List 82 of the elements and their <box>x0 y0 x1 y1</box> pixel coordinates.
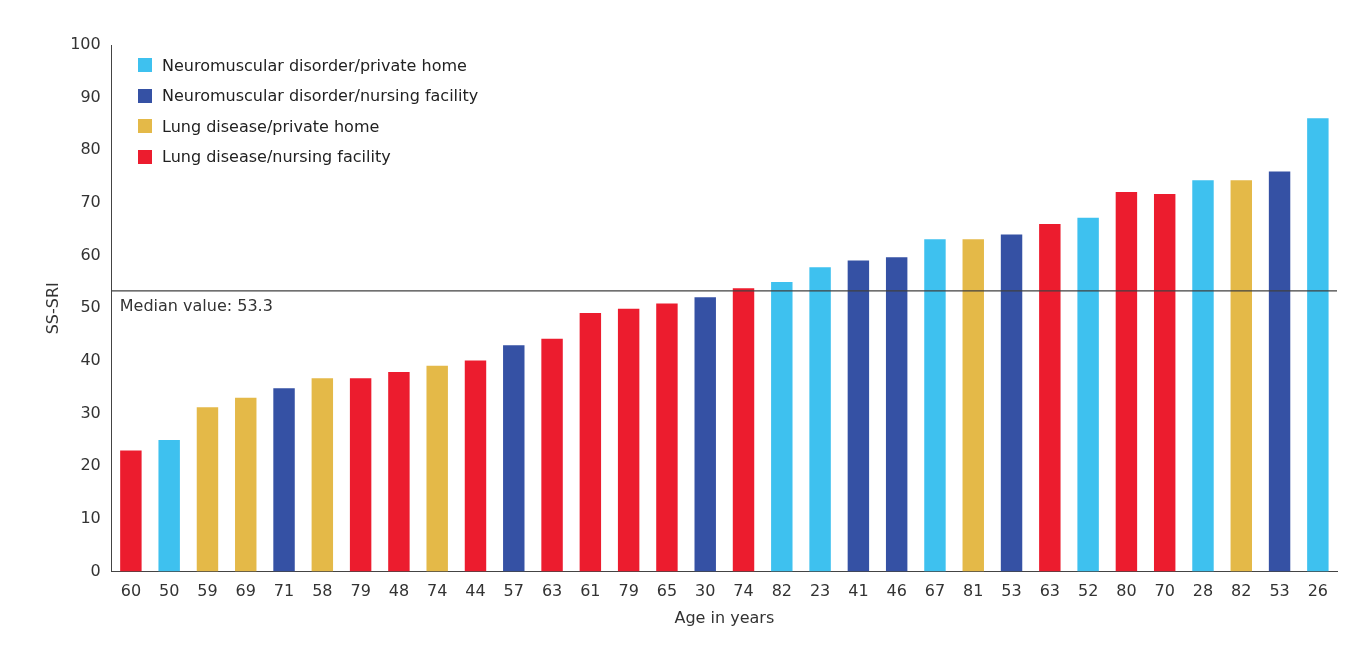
y-tick-label: 80 <box>80 139 101 159</box>
bar <box>158 439 180 572</box>
x-tick-label: 53 <box>1001 581 1022 601</box>
bar <box>732 288 755 572</box>
x-tick-label: 26 <box>1307 581 1329 601</box>
legend-label: Neuromuscular disorder/private home <box>162 55 467 75</box>
bar <box>771 281 793 572</box>
bar <box>847 260 870 572</box>
x-tick-label: 79 <box>350 581 371 601</box>
x-tick-label: 46 <box>886 581 907 601</box>
bar <box>885 257 908 572</box>
x-tick-label: 59 <box>197 581 218 601</box>
bar <box>1077 217 1099 572</box>
x-tick-label: 44 <box>465 581 486 601</box>
bar <box>962 239 984 572</box>
x-tick-label: 48 <box>388 581 410 601</box>
x-tick-label: 74 <box>427 581 448 601</box>
x-tick-label: 58 <box>312 581 333 601</box>
y-tick-label: 0 <box>90 560 101 580</box>
bar <box>1268 171 1291 572</box>
bar <box>809 267 831 572</box>
x-tick-label: 65 <box>656 581 678 601</box>
x-tick-label: 82 <box>771 581 792 601</box>
x-tick-label: 63 <box>541 581 563 601</box>
y-tick-label: 10 <box>80 508 101 528</box>
x-tick-label: 30 <box>695 581 716 601</box>
bar <box>617 308 640 572</box>
bar <box>1192 180 1214 572</box>
x-tick-label: 71 <box>273 581 295 601</box>
bar <box>426 365 448 572</box>
x-tick-label: 79 <box>618 581 639 601</box>
bar <box>388 372 410 572</box>
bar <box>120 450 142 572</box>
bar <box>1307 118 1329 572</box>
x-tick-label: 41 <box>848 581 869 601</box>
bar <box>503 345 525 572</box>
bar <box>1115 191 1138 572</box>
ref-line-label: Median value: 53.3 <box>119 296 273 316</box>
bar <box>273 388 295 572</box>
bar <box>1230 180 1252 572</box>
bar <box>656 303 678 572</box>
bar <box>349 378 372 572</box>
x-tick-label: 70 <box>1154 581 1175 601</box>
y-tick-label: 50 <box>80 297 101 317</box>
x-tick-label: 67 <box>924 581 946 601</box>
bar <box>694 297 716 572</box>
bar <box>235 397 257 572</box>
x-tick-label: 81 <box>963 581 984 601</box>
bar <box>541 338 563 572</box>
y-tick-label: 60 <box>80 244 101 264</box>
x-axis-title: Age in years <box>674 607 775 627</box>
x-tick-label: 28 <box>1192 581 1214 601</box>
y-tick-label: 30 <box>80 402 101 422</box>
bar <box>924 239 946 572</box>
x-tick-label: 82 <box>1231 581 1252 601</box>
bar <box>579 313 602 572</box>
bar <box>464 360 487 572</box>
x-tick-label: 61 <box>580 581 601 601</box>
x-tick-label: 60 <box>120 581 142 601</box>
y-tick-label: 20 <box>80 455 101 475</box>
y-tick-label: 70 <box>80 192 101 212</box>
bar <box>1153 194 1176 572</box>
bar <box>1000 234 1023 572</box>
y-tick-label: 90 <box>80 86 101 106</box>
x-tick-label: 53 <box>1269 581 1290 601</box>
y-axis-title: SS-SRI <box>42 282 62 335</box>
y-tick-label: 40 <box>80 350 101 370</box>
legend-label: Neuromuscular disorder/nursing facility <box>162 86 479 106</box>
x-tick-label: 52 <box>1077 581 1099 601</box>
y-tick-label: 100 <box>70 34 101 54</box>
x-tick-label: 57 <box>503 581 524 601</box>
x-tick-label: 23 <box>809 581 831 601</box>
x-tick-label: 80 <box>1116 581 1137 601</box>
bar <box>196 407 219 572</box>
legend-label: Lung disease/nursing facility <box>162 147 391 167</box>
x-tick-label: 63 <box>1039 581 1061 601</box>
x-tick-label: 69 <box>235 581 256 601</box>
x-tick-label: 74 <box>733 581 754 601</box>
bar <box>1039 224 1061 572</box>
x-tick-label: 50 <box>158 581 180 601</box>
bar <box>311 378 334 572</box>
legend-label: Lung disease/private home <box>162 116 380 136</box>
